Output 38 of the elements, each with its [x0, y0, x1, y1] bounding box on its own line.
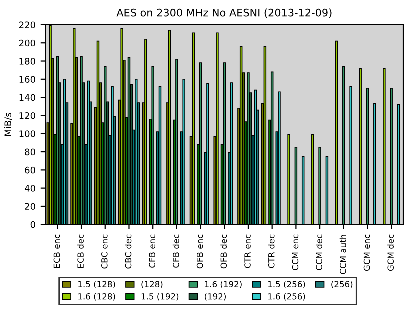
x-tick-label: CTR dec	[268, 234, 275, 268]
y-tick-label: 160	[20, 76, 36, 83]
y-tick-label: 60	[25, 166, 36, 174]
y-axis-title: MiB/s	[4, 113, 12, 136]
x-tick-label: CBC dec	[125, 234, 132, 269]
x-tick-label: CCM auth	[340, 235, 346, 274]
y-tick-label: 180	[20, 58, 36, 65]
x-tick-label: CCM enc	[292, 234, 299, 270]
x-tick-label: CFB enc	[149, 234, 156, 268]
x-tick-label: GCM enc	[364, 234, 370, 271]
legend-label: 1.5 (256)	[268, 281, 306, 289]
legend-label: 1.5 (128)	[78, 281, 116, 289]
x-tick-label: OFB dec	[220, 234, 228, 269]
y-tick-label: 120	[20, 112, 36, 120]
legend-label: 1.6 (256)	[268, 293, 306, 301]
y-tick-label: 100	[20, 130, 36, 138]
y-tick-label: 20	[25, 203, 36, 210]
chart-title: AES on 2300 MHz No AESNI (2013-12-09)	[116, 8, 332, 18]
x-tick-label: ECB enc	[54, 234, 60, 268]
x-tick-label: ECB dec	[78, 234, 84, 268]
y-tick-label: 0	[30, 221, 36, 228]
y-tick-label: 80	[25, 148, 36, 156]
legend-label: (256)	[332, 281, 353, 289]
x-tick-label: OFB enc	[196, 234, 204, 269]
x-tick-label: CBC enc	[102, 234, 108, 269]
x-tick-label: CFB dec	[172, 234, 180, 268]
legend-label: (128)	[142, 281, 163, 289]
legend-label: 1.5 (192)	[142, 293, 179, 301]
x-tick-label: CTR enc	[244, 234, 251, 268]
y-tick-label: 40	[24, 185, 36, 192]
y-tick-label: 200	[19, 40, 36, 47]
legend-label: (192)	[205, 293, 226, 301]
y-tick-label: 140	[20, 94, 36, 102]
legend-label: 1.6 (192)	[205, 281, 242, 289]
x-tick-label: CCM dec	[316, 234, 322, 270]
legend-label: 1.6 (128)	[78, 293, 116, 301]
y-tick-label: 220	[19, 22, 36, 29]
x-tick-label: GCM dec	[388, 234, 394, 272]
